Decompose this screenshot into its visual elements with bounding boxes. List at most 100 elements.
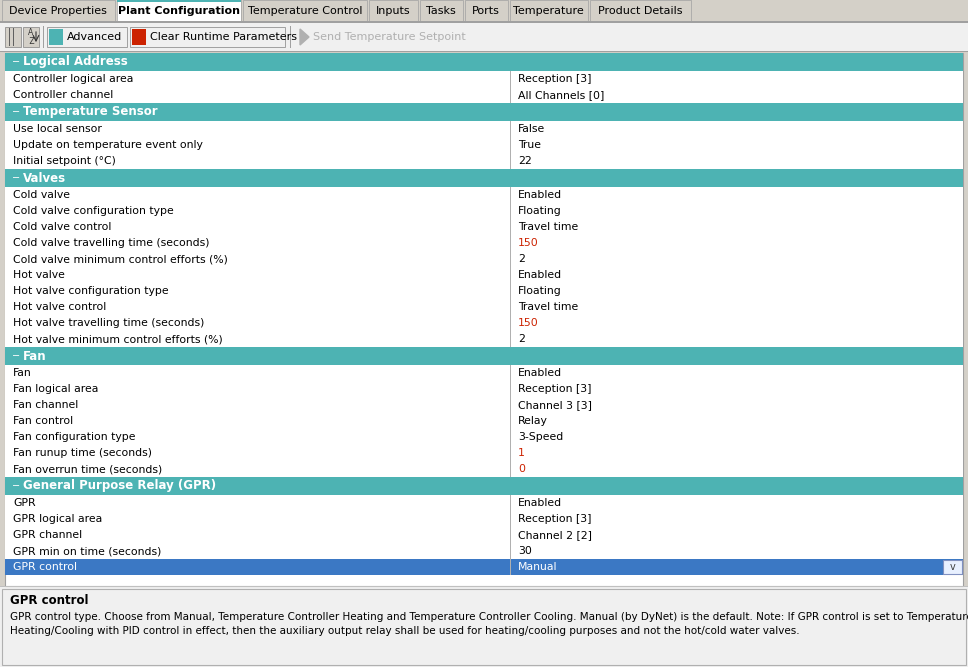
Bar [465,0,508,21]
Bar [465,0,508,21]
Text: Fan configuration type: Fan configuration type [13,432,136,442]
Bar [420,0,463,21]
Bar [510,251,511,267]
Bar [5,53,963,586]
Text: Channel 3 [3]: Channel 3 [3] [518,400,592,410]
Text: Travel time: Travel time [518,302,578,312]
Bar [510,397,511,413]
Bar [510,511,511,527]
Bar [290,26,291,48]
Bar [510,299,511,315]
Bar [5,511,963,527]
Text: Controller logical area: Controller logical area [13,74,134,84]
Text: Initial setpoint (°C): Initial setpoint (°C) [13,156,116,166]
Bar [5,153,963,169]
Text: Reception [3]: Reception [3] [518,74,591,84]
Text: Cold valve travelling time (seconds): Cold valve travelling time (seconds) [13,238,209,248]
Text: Use local sensor: Use local sensor [13,124,102,134]
Text: −: − [12,57,20,67]
Text: A
 Z: A Z [27,28,35,46]
Bar [5,445,963,461]
Bar [510,283,511,299]
Bar [5,71,963,87]
Bar [510,495,511,511]
Bar [369,0,418,21]
Text: 30: 30 [518,546,531,556]
Bar [243,0,367,21]
Bar [510,267,511,283]
Text: Hot valve: Hot valve [13,270,65,280]
Text: v: v [950,562,955,572]
Bar [0,22,968,52]
Bar [5,27,21,47]
Bar [5,397,963,413]
Bar [510,559,511,575]
Bar [510,543,511,559]
Bar [510,87,511,103]
Text: Travel time: Travel time [518,222,578,232]
Text: 3-Speed: 3-Speed [518,432,563,442]
Bar [5,103,963,121]
Text: 2: 2 [518,334,525,344]
Text: GPR control type. Choose from Manual, Temperature Controller Heating and Tempera: GPR control type. Choose from Manual, Te… [10,612,968,622]
Bar [510,413,511,429]
Bar [5,559,963,575]
Text: −: − [12,351,20,361]
Text: Cold valve configuration type: Cold valve configuration type [13,206,173,216]
Text: Tasks: Tasks [427,5,456,15]
Text: 2: 2 [518,254,525,264]
Text: GPR control: GPR control [13,562,77,572]
Bar [5,299,963,315]
Text: Device Properties: Device Properties [10,5,107,15]
Text: GPR control: GPR control [10,594,88,608]
Bar [5,495,963,511]
Text: Temperature: Temperature [513,5,584,15]
Bar [5,53,963,71]
Bar [2,0,114,21]
Polygon shape [300,29,309,45]
Text: GPR logical area: GPR logical area [13,514,103,524]
Text: Send Temperature Setpoint: Send Temperature Setpoint [313,32,466,42]
Text: False: False [518,124,545,134]
Text: Enabled: Enabled [518,498,562,508]
Text: Channel 2 [2]: Channel 2 [2] [518,530,592,540]
Bar [510,137,511,153]
Bar [5,267,963,283]
Text: Advanced: Advanced [67,32,122,42]
Text: GPR channel: GPR channel [13,530,82,540]
Bar [0,0,968,22]
Text: General Purpose Relay (GPR): General Purpose Relay (GPR) [23,480,216,492]
Bar [0,587,968,667]
Text: 150: 150 [518,318,539,328]
Text: Valves: Valves [23,171,66,185]
Bar [943,560,962,574]
Bar [5,169,963,187]
Bar [510,235,511,251]
Bar [5,203,963,219]
Bar [510,71,511,87]
Bar [5,219,963,235]
Bar [5,527,963,543]
Bar [5,347,963,365]
Bar [0,586,968,587]
Bar [510,203,511,219]
Text: Ports: Ports [472,5,500,15]
Text: Controller channel: Controller channel [13,90,113,100]
Text: All Channels [0]: All Channels [0] [518,90,604,100]
Bar [369,0,418,21]
Bar [116,0,241,21]
Text: Clear Runtime Parameters: Clear Runtime Parameters [150,32,297,42]
Bar [5,235,963,251]
Text: Temperature Sensor: Temperature Sensor [23,105,158,119]
Text: Floating: Floating [518,286,561,296]
Bar [510,445,511,461]
Bar [130,27,285,47]
Bar [0,21,968,22]
Bar [5,315,963,331]
Bar [420,0,463,21]
Text: Logical Address: Logical Address [23,55,128,69]
Bar [510,381,511,397]
Text: Heating/Cooling with PID control in effect, then the auxiliary output relay shal: Heating/Cooling with PID control in effe… [10,626,800,636]
Bar [510,429,511,445]
Bar [49,29,63,45]
